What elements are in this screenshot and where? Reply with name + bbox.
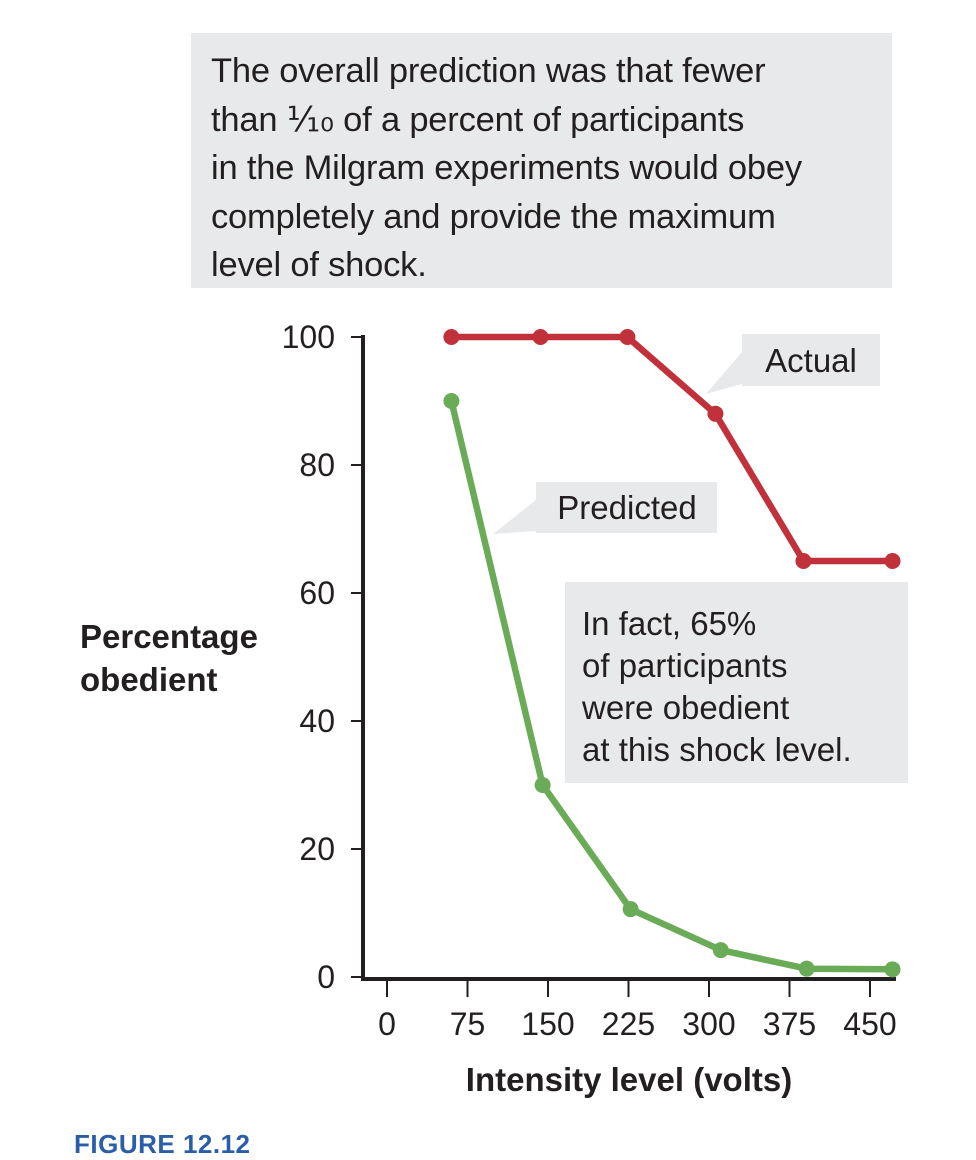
y-axis-title-line: obedient <box>80 661 218 698</box>
x-tick-label: 225 <box>602 1006 655 1042</box>
caption-line: in the Milgram experiments would obey <box>211 149 802 187</box>
fact-note-line: of participants <box>582 647 787 684</box>
predicted-callout-box <box>536 482 717 533</box>
predicted-data-point <box>534 777 551 793</box>
actual-series-line <box>448 333 896 565</box>
predicted-label: Predicted <box>557 489 696 526</box>
callouts: Actual Predicted In fact, 65% of participan… <box>493 334 908 783</box>
fact-note-line: at this shock level. <box>582 731 852 768</box>
actual-data-point <box>443 329 460 345</box>
predicted-data-point <box>622 901 639 918</box>
figure-label: FIGURE 12.12 <box>74 1129 251 1159</box>
predicted-callout-pointer <box>493 500 536 534</box>
actual-label: Actual <box>765 342 857 379</box>
actual-callout-box <box>742 334 880 386</box>
x-tick-label: 450 <box>843 1006 896 1042</box>
fact-note-line: In fact, 65% <box>582 605 756 642</box>
series <box>443 329 901 978</box>
y-tick-label: 100 <box>282 319 335 355</box>
x-tick-label: 375 <box>763 1006 816 1042</box>
caption-line: level of shock. <box>211 246 427 284</box>
predicted-data-point <box>443 393 460 409</box>
actual-data-point <box>707 405 724 422</box>
caption-line: than ⅒ of a percent of participants <box>211 100 745 139</box>
predicted-data-point <box>712 942 729 959</box>
actual-callout-pointer <box>706 352 742 394</box>
x-tick-label: 0 <box>378 1006 396 1042</box>
predicted-series-line <box>448 397 896 973</box>
caption-line: completely and provide the maximum <box>211 197 776 236</box>
predicted-data-point <box>884 961 901 978</box>
fact-note-line: were obedient <box>581 689 789 726</box>
actual-data-point <box>619 329 636 345</box>
caption-line: The overall prediction was that fewer <box>211 52 766 90</box>
predicted-data-point <box>798 960 815 977</box>
fact-note-box <box>565 582 908 783</box>
y-tick-label: 80 <box>299 447 335 483</box>
y-tick-label: 60 <box>299 575 335 611</box>
x-tick-label: 300 <box>682 1006 735 1042</box>
y-tick-label: 20 <box>299 831 335 867</box>
x-tick-label: 150 <box>521 1006 574 1042</box>
y-tick-label: 40 <box>299 703 335 739</box>
actual-data-point <box>532 329 549 345</box>
caption-box: The overall prediction was that fewer th… <box>191 33 892 288</box>
axes: 0 20 40 60 80 100 0 75 150 225 300 375 450 Intensity … <box>80 319 897 1098</box>
y-tick-label: 0 <box>317 959 335 995</box>
x-axis-title: Intensity level (volts) <box>466 1061 792 1098</box>
actual-data-point <box>795 553 812 569</box>
x-tick-label: 75 <box>450 1006 486 1042</box>
actual-data-point <box>884 553 901 569</box>
y-axis-title-line: Percentage <box>80 618 258 655</box>
